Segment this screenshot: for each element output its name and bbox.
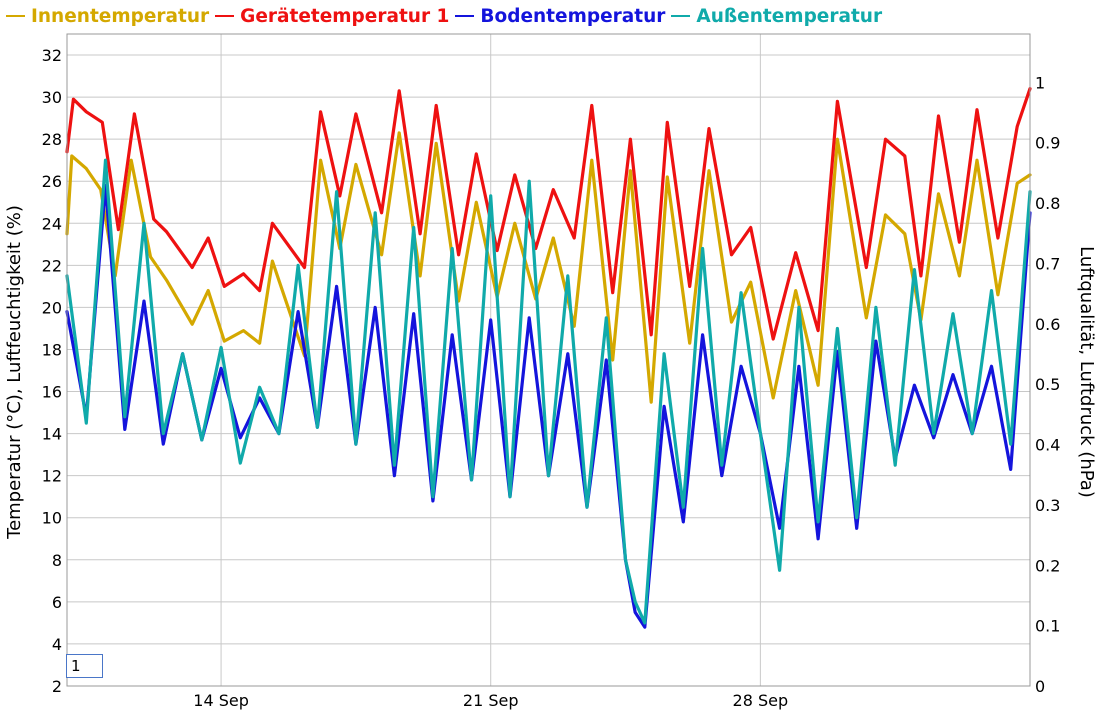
left-tick-label: 14 <box>42 425 62 444</box>
plot-frame <box>66 33 1031 687</box>
series-layer <box>65 87 1032 629</box>
right-axis-ticks: 0 0.1 0.2 0.3 0.4 0.5 0.6 0.7 0.8 0.9 1 <box>1035 73 1060 696</box>
left-axis-title: Temperatur (°C), Luftfeuchtigkeit (%) <box>4 205 25 540</box>
right-tick-label: 0.8 <box>1035 194 1060 213</box>
left-tick-label: 22 <box>42 256 62 275</box>
left-tick-label: 8 <box>52 551 62 570</box>
right-tick-label: 0.6 <box>1035 315 1060 334</box>
legend-item-3[interactable]: Außentemperatur <box>671 6 882 27</box>
right-tick-label: 0.5 <box>1035 375 1060 394</box>
series-line-0 <box>65 131 1032 404</box>
left-tick-label: 32 <box>42 46 62 65</box>
legend-label: Außentemperatur <box>696 5 883 27</box>
legend-label: Gerätetemperatur 1 <box>240 5 450 27</box>
left-tick-label: 20 <box>42 298 62 317</box>
right-tick-label: 0 <box>1035 677 1045 696</box>
left-tick-label: 26 <box>42 172 62 191</box>
x-tick-label: 14 Sep <box>193 691 249 710</box>
legend-swatch <box>455 14 475 18</box>
x-tick-label: 28 Sep <box>733 691 789 710</box>
right-tick-label: 0.1 <box>1035 617 1060 636</box>
right-tick-label: 0.3 <box>1035 496 1060 515</box>
grid <box>67 34 1030 687</box>
left-tick-label: 30 <box>42 88 62 107</box>
left-tick-label: 10 <box>42 509 62 528</box>
right-tick-label: 1 <box>1035 73 1045 92</box>
legend-label: Bodentemperatur <box>480 5 666 27</box>
legend: Innentemperatur Gerätetemperatur 1 Bodente… <box>6 3 888 29</box>
left-tick-label: 6 <box>52 593 62 612</box>
chart-input-field[interactable] <box>66 654 103 678</box>
x-tick-label: 21 Sep <box>463 691 519 710</box>
legend-item-0[interactable]: Innentemperatur <box>6 6 209 27</box>
right-axis-title: Luftqualität, Luftdruck (hPa) <box>1076 246 1097 498</box>
left-tick-label: 18 <box>42 340 62 359</box>
series-line-1 <box>65 87 1032 341</box>
legend-label: Innentemperatur <box>31 5 210 27</box>
right-tick-label: 0.9 <box>1035 134 1060 153</box>
legend-item-2[interactable]: Bodentemperatur <box>455 6 665 27</box>
legend-swatch <box>671 14 691 18</box>
right-tick-label: 0.7 <box>1035 254 1060 273</box>
left-tick-label: 28 <box>42 130 62 149</box>
right-tick-label: 0.2 <box>1035 556 1060 575</box>
left-tick-label: 16 <box>42 383 62 402</box>
left-tick-label: 12 <box>42 467 62 486</box>
left-tick-label: 24 <box>42 214 62 233</box>
x-axis-ticks: 14 Sep 21 Sep 28 Sep <box>193 691 788 710</box>
legend-swatch <box>215 14 235 18</box>
series-line-3 <box>65 158 1032 625</box>
legend-swatch <box>6 14 25 18</box>
left-tick-label: 2 <box>52 677 62 696</box>
left-tick-label: 4 <box>52 635 62 654</box>
legend-item-1[interactable]: Gerätetemperatur 1 <box>215 6 449 27</box>
right-tick-label: 0.4 <box>1035 436 1060 455</box>
